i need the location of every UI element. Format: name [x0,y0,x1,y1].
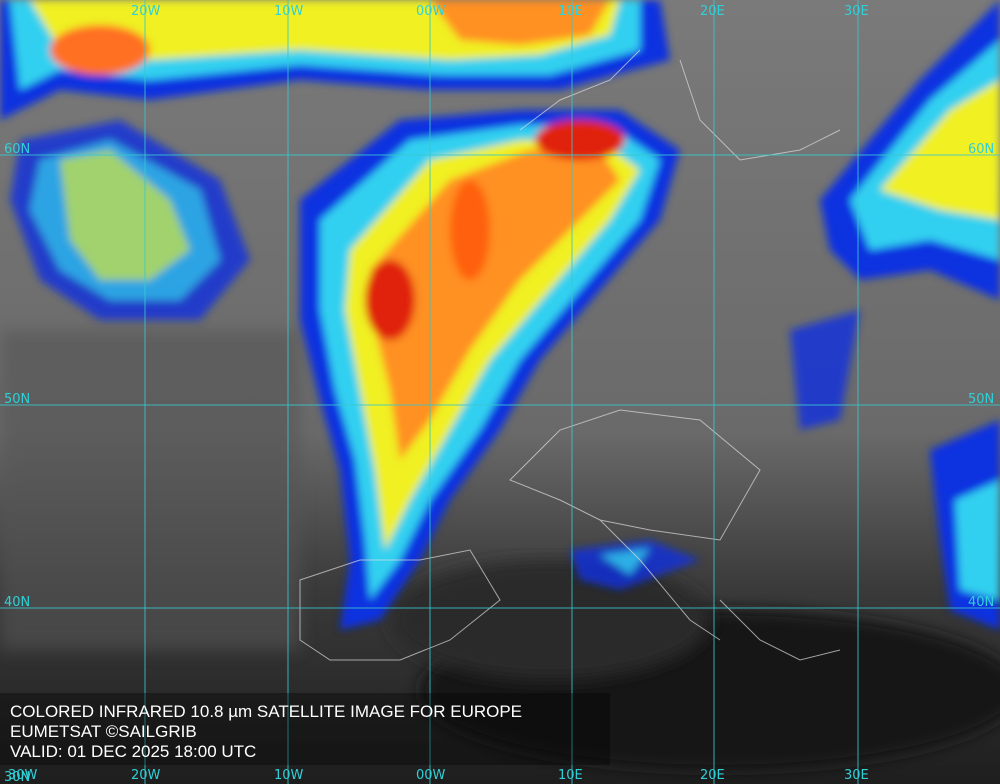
latitude-label: 60N [968,142,994,157]
longitude-label: 20E [700,4,725,19]
caption-line: VALID: 01 DEC 2025 18:00 UTC [10,742,256,761]
longitude-label: 20W [131,4,161,19]
longitude-label: 20W [131,768,161,783]
latitude-label: 30N [4,770,30,784]
longitude-label: 20E [700,768,725,783]
latitude-label: 50N [968,392,994,407]
coastlines [299,49,841,661]
longitude-label: 00W [416,768,446,783]
longitude-label: 10W [274,4,304,19]
latitude-label: 40N [968,595,994,610]
longitude-label: 30E [844,4,869,19]
caption-line: EUMETSAT ©SAILGRIB [10,722,197,741]
longitude-label: 10W [274,768,304,783]
longitude-label: 10E [558,768,583,783]
longitude-label: 30E [844,768,869,783]
latitude-label: 50N [4,392,30,407]
longitude-label: 10E [558,4,583,19]
latitude-label: 60N [4,142,30,157]
graticule-labels: 30W 20W 20W 10W 10W 00W 00W 10E 10E 20E 20E 30E 30E 6… [4,4,994,784]
caption-line: COLORED INFRARED 10.8 µm SATELLITE IMAGE… [10,702,522,721]
caption-backdrop [0,693,610,765]
longitude-label: 30W [8,768,38,783]
latitude-label: 40N [4,595,30,610]
longitude-label: 00W [416,4,446,19]
cloud-bands [0,0,1000,630]
